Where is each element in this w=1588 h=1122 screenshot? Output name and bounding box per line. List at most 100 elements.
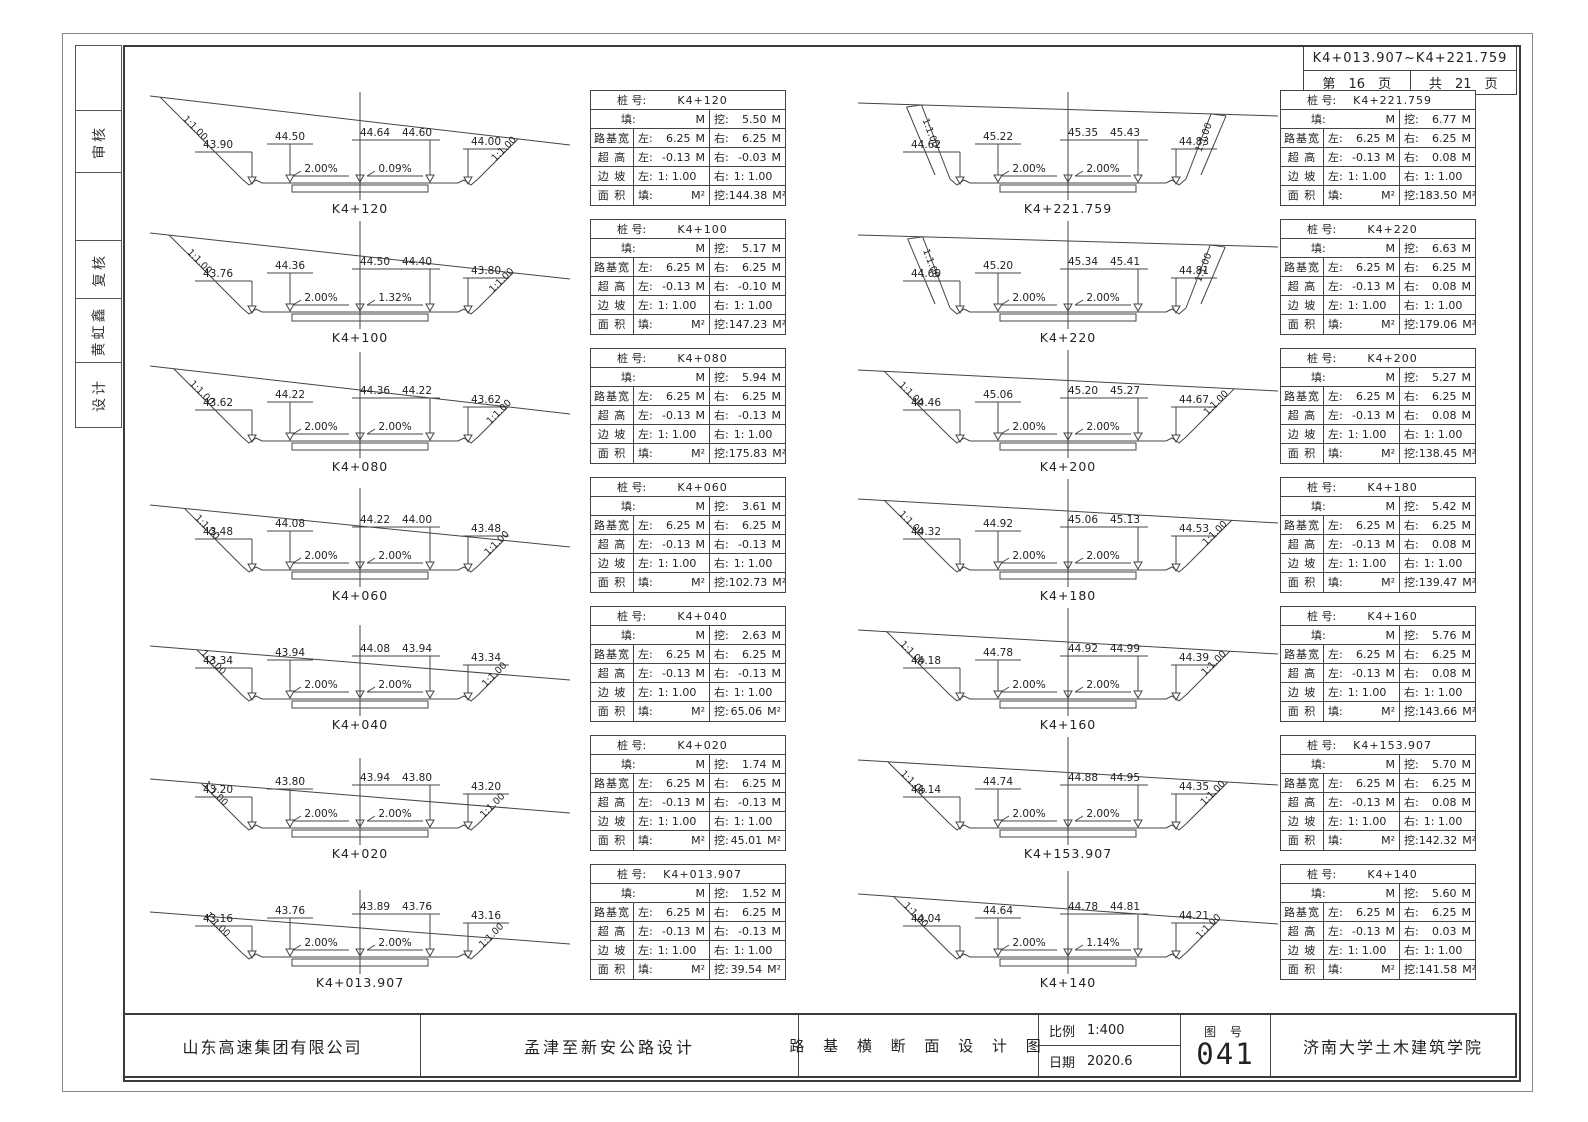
right-value: 6.25 [742, 776, 767, 790]
grade-label: 2.00% [304, 421, 337, 433]
table-row: 边 坡左: 1: 1.00 右: 1: 1.00 [591, 683, 785, 702]
station-label: 桩 号: [1307, 351, 1337, 365]
station-row: 桩 号: K4+020 [591, 736, 785, 755]
right-cell: 右: 6.25 M [710, 129, 785, 147]
table-row: 超 高左: -0.13 M 右: 0.08 M [1281, 406, 1475, 425]
left-slope-line [886, 631, 951, 696]
right-unit: M [1461, 150, 1472, 164]
right-cell: 右: 6.25 M [1400, 774, 1475, 792]
right-value: 183.50 [1418, 189, 1458, 202]
left-cell: 左: -0.13 M [1324, 406, 1400, 424]
right-label: 右: [1404, 943, 1419, 957]
leader-arrow [463, 176, 473, 186]
cut-unit: M [1461, 370, 1472, 384]
left-value: 1: 1.00 [1347, 685, 1387, 699]
cut-label: 挖: [714, 757, 729, 771]
table-row: 边 坡左: 1: 1.00 右: 1: 1.00 [591, 167, 785, 186]
fill-cell: 填: M [591, 110, 710, 128]
row-header: 路基宽 [591, 129, 634, 147]
row-header: 面 积 [1281, 573, 1324, 592]
elevation-label: 45.20 [1068, 385, 1098, 397]
sheet-outer-border [62, 33, 1533, 1092]
table-row: 面 积填: M² 挖: 65.06 M² [591, 702, 785, 721]
leader-arrow [955, 563, 965, 573]
right-cell: 右: -0.13 M [710, 922, 785, 940]
grade-label: 2.00% [304, 937, 337, 949]
row-header: 边 坡 [1281, 296, 1324, 314]
right-cell: 右: 6.25 M [1400, 903, 1475, 921]
cut-value: 1.52 [742, 886, 767, 900]
right-label: 右: [1404, 556, 1419, 570]
right-label: 挖: [1404, 834, 1419, 847]
row-header: 面 积 [1281, 831, 1324, 850]
left-cell: 左: -0.13 M [634, 793, 710, 811]
cut-label: 挖: [1404, 886, 1419, 900]
table-row: 路基宽 左: 6.25 M 右: 6.25 M [591, 387, 785, 406]
strip-label: 复核 [91, 252, 108, 287]
table-cell: 桩 号: K4+080 填: M 挖: 5.94 M 路基宽 左: 6.25 M 右: 6.25 M 超 高… [590, 346, 795, 475]
table-row: 边 坡左: 1: 1.00 右: 1: 1.00 [1281, 167, 1475, 186]
station-caption: K4+040 [332, 717, 388, 732]
right-label: 右: [714, 943, 729, 957]
right-cell: 挖: 147.23 M² [710, 315, 790, 334]
left-unit: M [1385, 776, 1396, 790]
left-value: -0.13 [1352, 150, 1381, 164]
right-cell: 右: 6.25 M [710, 516, 785, 534]
left-value: -0.13 [1352, 924, 1381, 938]
table-row: 超 高左: -0.13 M 右: -0.13 M [591, 406, 785, 425]
row-header: 面 积 [591, 315, 634, 334]
section-data-table: 桩 号: K4+140 填: M 挖: 5.60 M 路基宽 左: 6.25 M 右: 6.25 M 超 高… [1280, 864, 1476, 980]
right-value: 6.25 [742, 518, 767, 532]
right-value: 1: 1.00 [733, 427, 773, 441]
leader-arrow [463, 950, 473, 960]
row-header: 边 坡 [591, 554, 634, 572]
table-cell: 桩 号: K4+140 填: M 挖: 5.60 M 路基宽 左: 6.25 M 右: 6.25 M 超 高… [1280, 862, 1485, 991]
left-value: 1: 1.00 [657, 298, 697, 312]
left-value: 6.25 [1356, 389, 1381, 403]
right-value: 144.38 [728, 189, 768, 202]
leader-arrow [1133, 561, 1143, 571]
leader-arrow [1171, 176, 1181, 186]
left-cell: 左: 1: 1.00 [634, 296, 710, 314]
left-unit: M [695, 666, 706, 680]
right-cell: 挖: 39.54 M² [710, 960, 785, 979]
left-cell: 左: 6.25 M [634, 645, 710, 663]
cut-unit: M [1461, 628, 1472, 642]
left-label: 左: [1328, 518, 1343, 532]
elevation-label: 43.16 [471, 910, 501, 922]
elevation-label: 44.60 [402, 127, 432, 139]
right-unit: M [771, 279, 782, 293]
right-slope-line [477, 806, 496, 825]
station-value: K4+153.907 [1353, 738, 1433, 752]
table-cell: 桩 号: K4+180 填: M 挖: 5.42 M 路基宽 左: 6.25 M 右: 6.25 M 超 高… [1280, 475, 1485, 604]
leader-arrow [993, 948, 1003, 958]
cut-cell: 挖: 2.63 M [710, 626, 785, 644]
table-row: 边 坡左: 1: 1.00 右: 1: 1.00 [1281, 812, 1475, 831]
table-row: 路基宽 左: 6.25 M 右: 6.25 M [1281, 516, 1475, 535]
right-label: 右: [714, 279, 729, 293]
elevation-label: 44.81 [1110, 901, 1140, 913]
figure-number-label: 图 号 [1204, 1025, 1247, 1040]
leader-arrow [247, 434, 257, 444]
table-cell: 桩 号: K4+220 填: M 挖: 6.63 M 路基宽 左: 6.25 M 右: 6.25 M 超 高… [1280, 217, 1485, 346]
right-unit: M [771, 905, 782, 919]
column-gap [795, 475, 858, 604]
station-label: 桩 号: [617, 609, 647, 623]
table-row: 面 积填: M² 挖: 138.45 M² [1281, 444, 1476, 463]
right-label: 挖: [714, 189, 729, 202]
right-unit: M² [1462, 576, 1477, 589]
left-cell: 左: 6.25 M [1324, 258, 1400, 276]
left-label: 左: [638, 260, 653, 274]
cross-section-drawing: 43.34 43.94 44.08 43.94 43.34 2.00% 2.00% 1:1.0… [150, 604, 590, 733]
station-row: 桩 号: K4+040 [591, 607, 785, 626]
left-cell: 左: 6.25 M [634, 387, 710, 405]
left-cell: 左: -0.13 M [1324, 664, 1400, 682]
leader-arrow [1133, 303, 1143, 313]
table-row: 路基宽 左: 6.25 M 右: 6.25 M [1281, 387, 1475, 406]
left-label: 左: [638, 905, 653, 919]
elevation-label: 44.36 [275, 260, 305, 272]
cut-cell: 挖: 5.70 M [1400, 755, 1475, 773]
